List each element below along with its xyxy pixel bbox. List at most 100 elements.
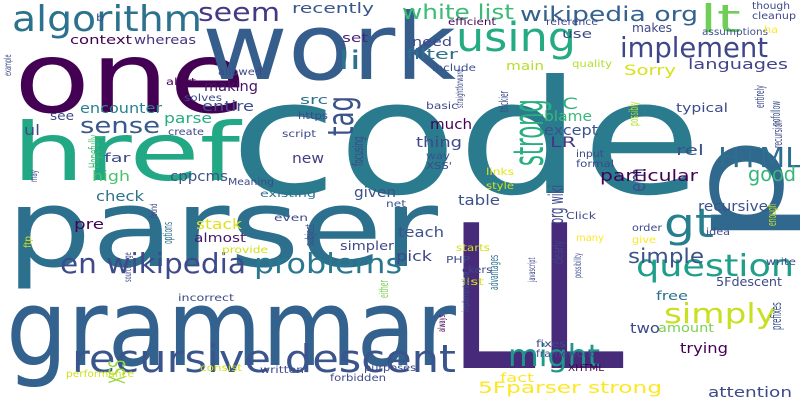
word-need: need <box>412 35 453 49</box>
word-main: main <box>506 59 545 73</box>
word-src: src <box>300 93 329 107</box>
word-might: might <box>508 339 601 374</box>
word-gt: gt <box>664 201 715 247</box>
word-except: except <box>544 123 599 139</box>
word-one: one <box>14 22 247 136</box>
word-implement: implement <box>620 31 769 64</box>
word-click: Click <box>566 211 596 222</box>
word-starts: starts <box>456 243 491 254</box>
word-work: work <box>202 0 457 101</box>
word-makes: makes <box>632 21 673 35</box>
word-tag: tag <box>321 95 362 136</box>
word-wikipedia-org: wikipedia org <box>520 2 699 26</box>
word-found: found <box>149 203 160 218</box>
word-seem: seem <box>198 0 281 28</box>
word-using: using <box>456 15 576 61</box>
word-recursive-descent: recursive descent <box>72 337 457 381</box>
word-enough: enough <box>765 203 779 226</box>
word-making: making <box>204 79 259 95</box>
word-typical: typical <box>676 101 729 115</box>
word-options: options <box>161 221 175 244</box>
word-html: HTML <box>718 141 800 174</box>
word-possibility: possibility <box>573 252 584 278</box>
word-trying: trying <box>680 341 729 357</box>
word-basic: basic <box>426 101 459 112</box>
word-ul: ul <box>24 123 41 139</box>
word-idea: idea <box>706 227 730 238</box>
word-algorithm: algorithm <box>12 0 203 40</box>
word-pre: pre <box>74 217 105 233</box>
word-framework: framework <box>536 349 595 360</box>
word-ll: LL <box>448 183 625 400</box>
word-high: high <box>92 169 131 185</box>
word-two: two <box>630 321 661 337</box>
word-whereas: whereas <box>134 33 197 47</box>
word-many: many <box>576 233 604 244</box>
word-question: question <box>636 249 794 284</box>
word-ha: ha <box>764 25 779 36</box>
word-free: free <box>656 289 689 303</box>
word-trickier: trickier <box>497 90 511 112</box>
word-sorry: Sorry <box>624 63 677 79</box>
word-new: new <box>292 151 325 167</box>
word-recursive: recursive <box>698 199 769 215</box>
word-recursion: recursion <box>771 120 785 148</box>
word-purposes: purposes <box>364 363 417 374</box>
word-stack: stack <box>196 217 243 233</box>
word-performance: performance <box>66 369 135 380</box>
word-may: may <box>29 169 40 182</box>
word-5fdescent: 5Fdescent <box>716 275 783 289</box>
word-particular: particular <box>600 166 699 185</box>
word-always: always <box>437 314 448 332</box>
word-though: though <box>752 1 791 12</box>
word-grammar: grammar <box>6 267 457 390</box>
word-way: way <box>426 151 451 162</box>
word-include: include <box>432 63 477 74</box>
word-php: PHP <box>446 255 471 266</box>
word-subject: subject <box>303 224 317 246</box>
word-reference: reference <box>546 17 599 28</box>
word-thing: thing <box>416 135 463 151</box>
word-sense: sense <box>80 114 160 139</box>
word-meaning: Meaning <box>228 177 275 188</box>
word-example: example <box>3 54 14 76</box>
word-en-wikipedia: en wikipedia <box>60 247 247 280</box>
word-teach: teach <box>398 225 445 241</box>
word-table: table <box>458 193 501 209</box>
word-order: order <box>632 223 663 234</box>
word-allowed: allowed <box>218 67 263 78</box>
word-simple: simple <box>628 244 704 268</box>
word-recently: recently <box>292 1 375 17</box>
word-org-wiki: org wiki <box>544 184 568 224</box>
word-xhtml: XHTML <box>568 363 605 374</box>
word-formal: formal <box>576 159 615 170</box>
word-c: C <box>562 94 578 113</box>
word-clearly: clearly <box>551 240 567 264</box>
word-languages: languages <box>688 57 789 73</box>
word-https: https <box>298 111 329 122</box>
word-existing: existing <box>260 189 317 200</box>
word-set: set <box>342 31 369 45</box>
word-provide: provide <box>222 245 269 256</box>
word-entirely: entirely <box>753 85 767 108</box>
word-pick: pick <box>396 249 433 265</box>
word-white-list: white list <box>402 0 514 24</box>
word-incorrect: incorrect <box>178 293 235 304</box>
word-check: check <box>96 189 145 205</box>
word-assumptions: assumptions <box>702 27 769 38</box>
word-cleanup: cleanup <box>752 11 797 22</box>
word-prefixes: prefixes <box>769 302 785 330</box>
word-written: written <box>260 365 305 376</box>
word-write: write <box>766 257 797 268</box>
word-hopefully: Hopefully <box>87 134 103 168</box>
word-consist: consist <box>200 363 243 374</box>
word-links: links <box>486 167 515 178</box>
word-net: net <box>386 199 407 210</box>
word-rel: rel <box>676 143 705 159</box>
word-sourceforge: sourceforge <box>123 252 134 282</box>
word-create: create <box>168 127 205 138</box>
word-attention: attention <box>708 385 793 400</box>
word-problems: problems <box>254 247 403 280</box>
word-entire: entire <box>202 99 255 115</box>
